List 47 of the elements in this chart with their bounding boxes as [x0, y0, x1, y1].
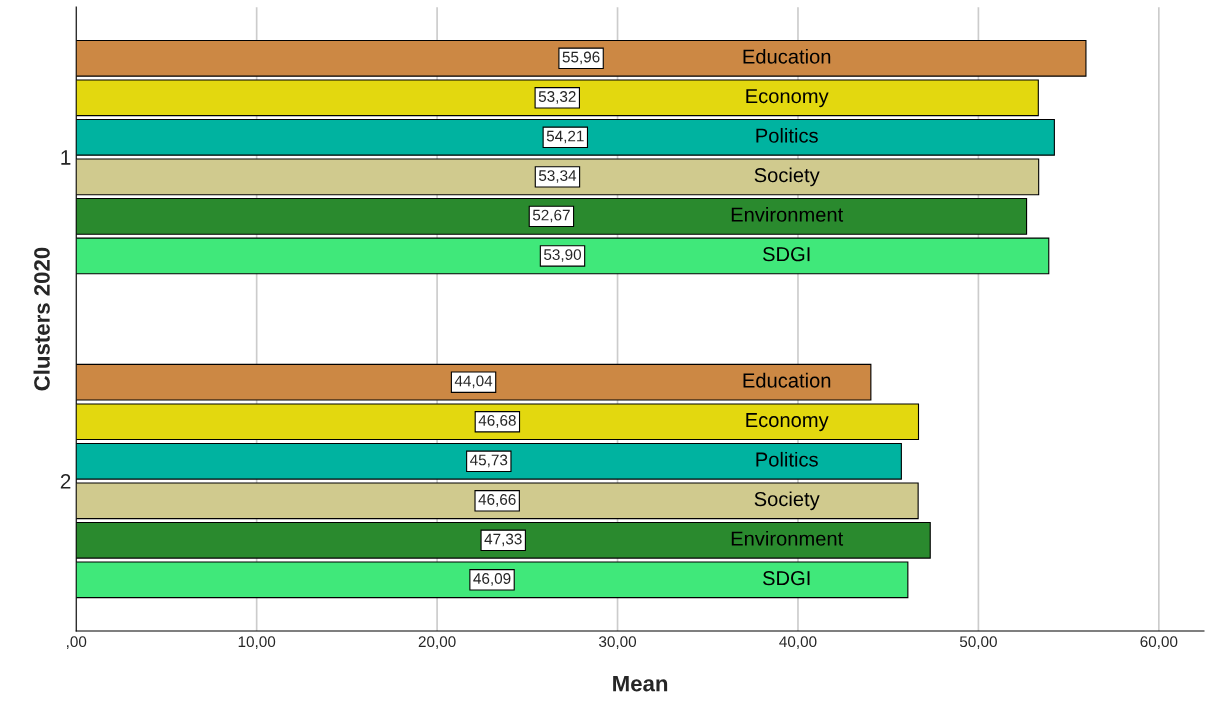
bar — [76, 521, 931, 559]
bar — [76, 158, 1040, 196]
bar — [76, 237, 1050, 275]
bar — [76, 363, 872, 401]
series-label: Politics — [756, 127, 818, 143]
data-label: 53,34 — [538, 170, 577, 183]
text: Economy — [746, 413, 829, 432]
x-tick-label: ,00 — [66, 636, 87, 649]
series-label: Environment — [731, 530, 844, 546]
data-label: 44,04 — [454, 375, 493, 389]
data-label: 54,21 — [546, 130, 584, 144]
y-tick-label: 2 — [60, 474, 71, 489]
bar — [76, 39, 1087, 77]
bar — [76, 482, 919, 520]
data-label: 53,32 — [538, 91, 576, 104]
y-tick-label: 1 — [61, 150, 71, 165]
bar — [76, 442, 902, 480]
data-label: 45,73 — [470, 454, 508, 468]
text: Environment — [731, 207, 844, 222]
y-axis-title: Clusters 2020 — [33, 247, 50, 391]
x-tick-label: 30,00 — [599, 636, 637, 649]
data-label: 55,96 — [562, 51, 600, 65]
data-label: 53,90 — [544, 249, 582, 262]
data-label: 52,67 — [532, 209, 570, 223]
series-label: Society — [754, 491, 820, 511]
series-label: SDGI — [762, 247, 810, 262]
bar — [76, 118, 1055, 156]
x-tick-label: 10,00 — [238, 636, 276, 649]
bar — [76, 403, 920, 441]
x-tick-label: 60,00 — [1140, 636, 1178, 649]
text: Politics — [756, 451, 818, 467]
data-label: 46,66 — [478, 494, 516, 507]
x-tick-label: 20,00 — [418, 636, 456, 649]
series-label: Education — [743, 48, 831, 64]
bar — [76, 561, 909, 599]
data-label: 47,33 — [484, 533, 522, 547]
text: SDGI — [762, 570, 810, 586]
x-axis-title: Mean — [613, 675, 668, 692]
bar — [76, 79, 1039, 117]
x-tick-label: 50,00 — [959, 636, 997, 649]
bar — [76, 198, 1028, 235]
data-label: 46,68 — [478, 415, 516, 428]
text: Education — [743, 372, 831, 388]
x-tick-label: 40,00 — [779, 636, 817, 649]
text: Society — [754, 167, 820, 187]
series-label: Economy — [746, 89, 829, 108]
data-label: 46,09 — [473, 573, 511, 586]
